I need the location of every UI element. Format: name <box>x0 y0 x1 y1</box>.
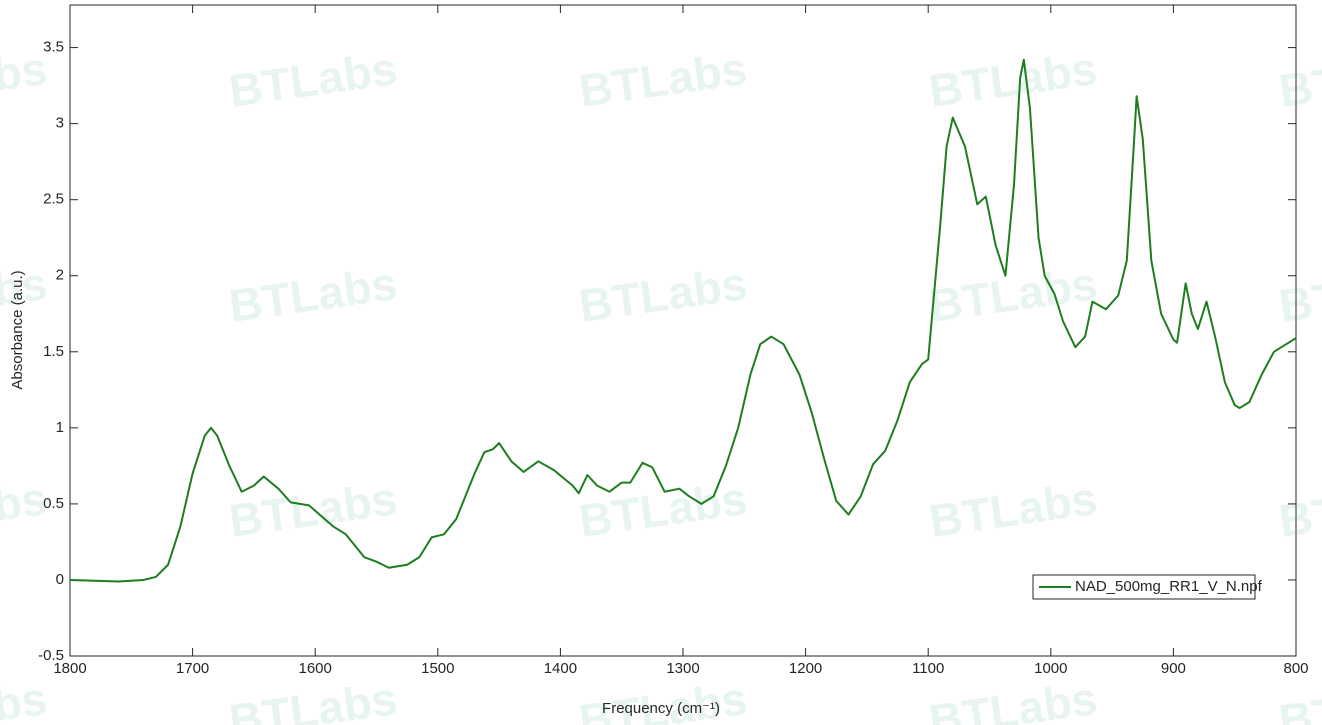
x-tick-label: 1700 <box>176 660 209 677</box>
watermark: BTLabs <box>576 672 750 725</box>
x-tick-label: 1200 <box>789 660 822 677</box>
x-tick-label: 1800 <box>53 660 86 677</box>
x-axis-label: Frequency (cm⁻¹) <box>602 700 720 717</box>
x-tick-label: 1400 <box>544 660 577 677</box>
x-tick-label: 1600 <box>299 660 332 677</box>
y-tick-label: 3 <box>56 115 64 132</box>
x-tick-label: 1300 <box>666 660 699 677</box>
legend-label: NAD_500mg_RR1_V_N.npf <box>1075 578 1263 595</box>
x-tick-label: 1000 <box>1034 660 1067 677</box>
y-tick-label: 0.5 <box>43 495 64 512</box>
watermark: BTLabs <box>1276 672 1322 725</box>
y-tick-label: 1 <box>56 419 64 436</box>
x-tick-label: 1100 <box>912 660 944 677</box>
spectrum-line <box>69 58 1297 583</box>
y-axis-label: Absorbance (a.u.) <box>9 270 26 389</box>
y-tick-label: 2 <box>56 267 64 284</box>
x-tick-label: 900 <box>1161 660 1186 677</box>
watermarks: BTLabsBTLabsBTLabsBTLabsBTLabsBTLabsBTLa… <box>0 42 1322 725</box>
legend: NAD_500mg_RR1_V_N.npf <box>1032 574 1263 600</box>
watermark: BTLabs <box>226 672 400 725</box>
x-tick-label: 800 <box>1283 660 1308 677</box>
y-tick-label: 1.5 <box>43 343 64 360</box>
watermark: BTLabs <box>0 672 50 725</box>
y-tick-label: 0 <box>56 571 64 588</box>
plot-frame <box>69 4 1297 657</box>
y-tick-label: -0.5 <box>38 647 64 664</box>
y-tick-label: 3.5 <box>43 39 64 56</box>
plot: 1800 1700 1600 1500 1400 1300 1200 1100 1000 900 8… <box>38 5 1309 677</box>
watermark: BTLabs <box>926 672 1100 725</box>
x-tick-label: 1500 <box>421 660 454 677</box>
y-tick-label: 2.5 <box>43 191 64 208</box>
